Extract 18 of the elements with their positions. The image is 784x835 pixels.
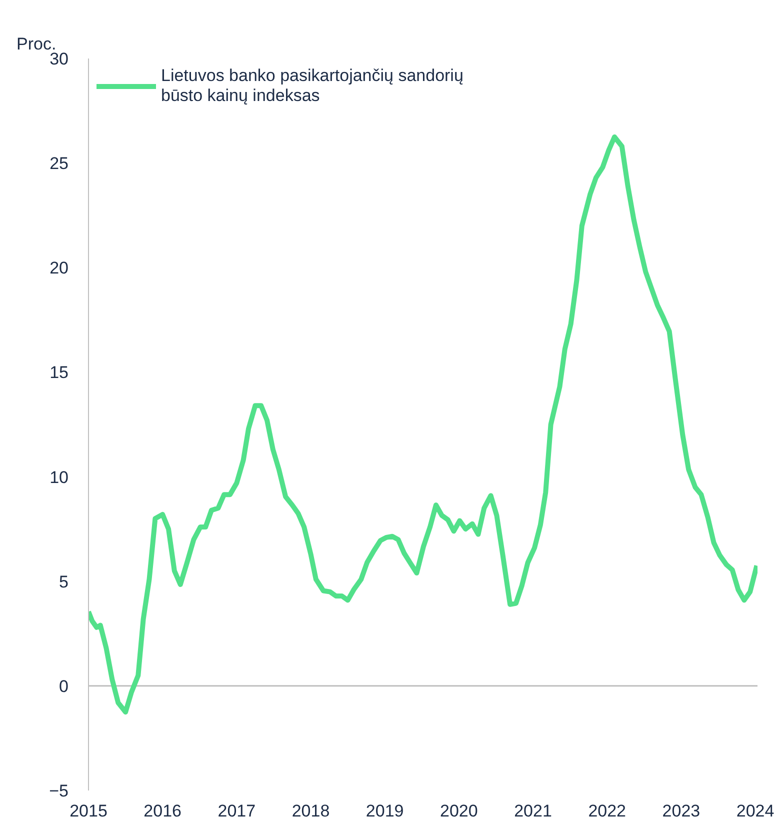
x-tick-label: 2021 xyxy=(514,802,552,820)
legend-label: Lietuvos banko pasikartojančių sandorių būsto kainų indeksas xyxy=(161,66,464,106)
y-tick-label: 20 xyxy=(50,258,69,278)
x-tick-label: 2018 xyxy=(292,802,330,820)
x-tick-label: 2015 xyxy=(70,802,108,820)
y-tick-label: 15 xyxy=(50,363,69,382)
x-tick-label: 2016 xyxy=(144,802,182,820)
x-tick-label: 2024 xyxy=(736,802,774,820)
x-tick-label: 2020 xyxy=(440,802,478,820)
x-tick-label: 2023 xyxy=(662,802,700,820)
y-tick-label: −5 xyxy=(49,782,69,800)
y-tick-label: 25 xyxy=(50,154,69,174)
y-tick-label: 5 xyxy=(59,572,69,592)
x-tick-label: 2022 xyxy=(588,802,626,820)
x-tick-label: 2017 xyxy=(218,802,256,820)
y-tick-label: 10 xyxy=(50,468,69,487)
y-tick-label: 0 xyxy=(59,676,69,696)
x-tick-label: 2019 xyxy=(366,802,404,820)
